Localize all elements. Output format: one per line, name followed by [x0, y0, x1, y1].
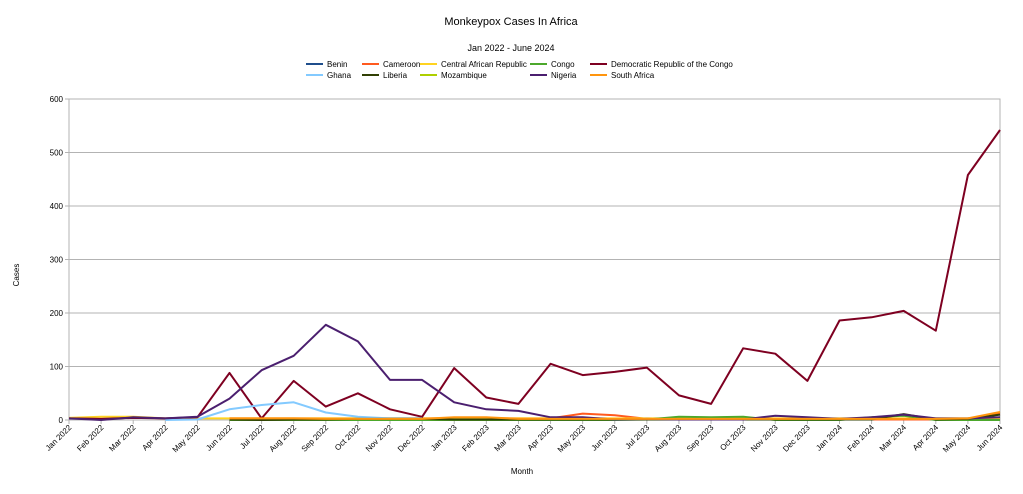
- y-axis-label: Cases: [12, 264, 21, 287]
- x-tick-label: Aug 2022: [268, 423, 299, 454]
- series-line-south-africa: [229, 411, 1001, 420]
- x-tick-label: May 2024: [941, 423, 973, 455]
- y-tick-label: 400: [50, 202, 64, 211]
- x-tick-label: Oct 2023: [718, 423, 748, 453]
- x-tick-label: Apr 2022: [140, 423, 170, 453]
- legend-label-congo: Congo: [551, 60, 575, 69]
- x-tick-label: Aug 2023: [653, 423, 684, 454]
- legend-label-central-african-republic: Central African Republic: [441, 60, 527, 69]
- legend-label-democratic-republic-of-the-congo: Democratic Republic of the Congo: [611, 60, 733, 69]
- x-tick-label: Sep 2022: [300, 423, 331, 454]
- x-tick-label: Jan 2024: [814, 423, 844, 453]
- x-tick-label: Jun 2022: [204, 423, 234, 453]
- y-tick-label: 200: [50, 309, 64, 318]
- x-tick-label: May 2023: [556, 423, 588, 455]
- y-tick-label: 0: [59, 416, 64, 425]
- series-line-ghana: [165, 401, 423, 421]
- y-tick-label: 300: [50, 256, 64, 265]
- x-tick-label: Mar 2023: [493, 423, 524, 454]
- x-tick-label: Oct 2022: [333, 423, 363, 453]
- y-axis-ticks: 0 100 200 300 400 500 600: [50, 95, 69, 425]
- series-lines: [68, 129, 1001, 421]
- x-tick-label: Nov 2022: [364, 423, 395, 454]
- x-tick-label: Apr 2024: [911, 423, 941, 453]
- x-tick-label: Jul 2023: [624, 423, 652, 451]
- legend: Benin Cameroon Central African Republic Con…: [306, 60, 733, 80]
- x-axis-ticks: Jan 2022 Feb 2022 Mar 2022 Apr 2022 May 2022…: [44, 420, 1005, 454]
- x-tick-label: Apr 2023: [526, 423, 556, 453]
- series-line-democratic-republic-of-the-congo: [68, 129, 1001, 420]
- y-tick-label: 100: [50, 363, 64, 372]
- gridlines: [69, 98, 1000, 421]
- legend-label-south-africa: South Africa: [611, 71, 655, 80]
- x-tick-label: Feb 2022: [75, 423, 106, 454]
- x-tick-label: Jan 2023: [429, 423, 459, 453]
- y-tick-label: 500: [50, 149, 64, 158]
- legend-label-nigeria: Nigeria: [551, 71, 577, 80]
- x-tick-label: Feb 2024: [846, 423, 877, 454]
- chart-subtitle: Jan 2022 - June 2024: [467, 43, 554, 53]
- legend-label-cameroon: Cameroon: [383, 60, 420, 69]
- x-tick-label: Nov 2023: [749, 423, 780, 454]
- x-tick-label: Mar 2022: [107, 423, 138, 454]
- x-tick-label: May 2022: [171, 423, 203, 455]
- x-tick-label: Sep 2023: [685, 423, 716, 454]
- x-tick-label: Feb 2023: [460, 423, 491, 454]
- x-tick-label: Jan 2022: [44, 423, 74, 453]
- series-line-nigeria: [68, 323, 1001, 421]
- legend-label-ghana: Ghana: [327, 71, 352, 80]
- x-tick-label: Mar 2024: [878, 423, 909, 454]
- x-tick-label: Jun 2023: [590, 423, 620, 453]
- x-axis-label: Month: [511, 467, 533, 476]
- x-tick-label: Dec 2023: [781, 423, 812, 454]
- y-tick-label: 600: [50, 95, 64, 104]
- legend-label-liberia: Liberia: [383, 71, 408, 80]
- x-tick-label: Jul 2022: [238, 423, 266, 451]
- x-tick-label: Dec 2022: [396, 423, 427, 454]
- legend-label-mozambique: Mozambique: [441, 71, 487, 80]
- legend-label-benin: Benin: [327, 60, 347, 69]
- x-tick-label: Jun 2024: [975, 423, 1005, 453]
- chart-title: Monkeypox Cases In Africa: [444, 16, 578, 28]
